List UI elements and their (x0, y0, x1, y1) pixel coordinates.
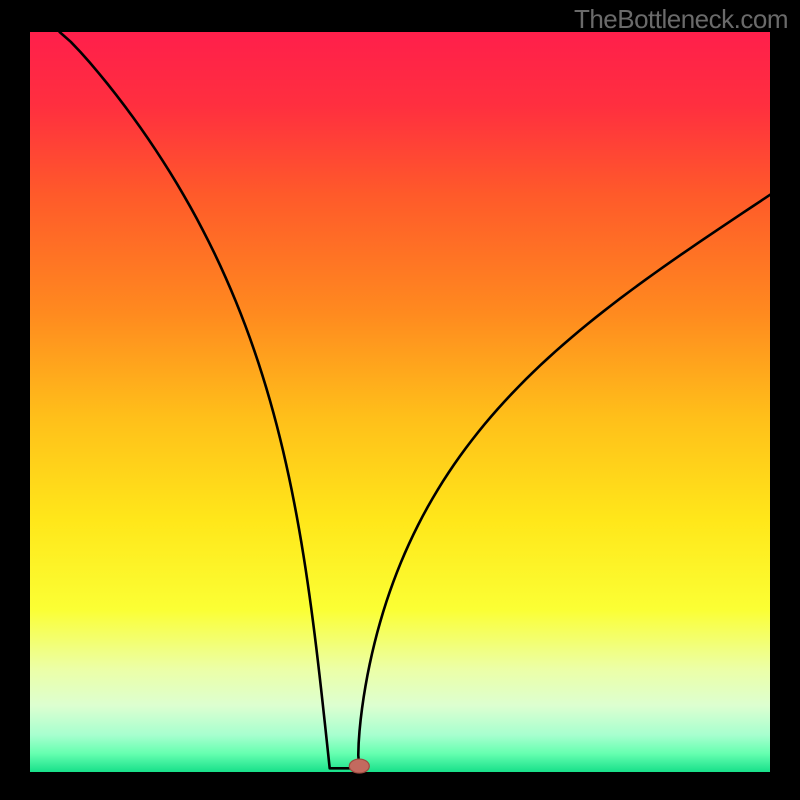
optimal-point-marker (349, 759, 369, 773)
bottleneck-chart (0, 0, 800, 800)
plot-background (30, 32, 770, 772)
